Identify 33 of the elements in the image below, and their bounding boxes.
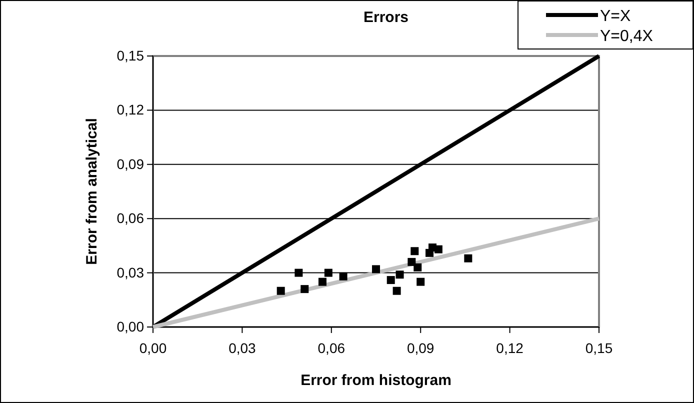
point: [276, 286, 285, 295]
point: [392, 286, 401, 295]
point: [408, 258, 416, 266]
point: [339, 272, 348, 280]
point: [324, 268, 332, 277]
point: [434, 245, 442, 254]
y-tick-label: 0,00: [116, 318, 144, 334]
y-tick-label: 0,12: [116, 102, 144, 118]
point: [396, 270, 404, 279]
y-tick-label: 0,06: [116, 210, 144, 226]
x-tick-label: 0,09: [406, 340, 434, 356]
x-tick-label: 0,00: [139, 340, 167, 356]
y-tick-label: 0,15: [116, 47, 144, 64]
point: [416, 278, 425, 286]
x-tick-label: 0,06: [318, 340, 346, 356]
point: [386, 276, 395, 284]
y-axis-title: Error from analytical: [83, 118, 100, 265]
point: [318, 278, 326, 286]
x-tick-label: 0,12: [496, 340, 524, 356]
legend-label: Y=X: [600, 8, 632, 25]
y-tick-label: 0,03: [116, 264, 144, 280]
point: [464, 254, 472, 262]
y-tick-label: 0,09: [116, 156, 144, 172]
point: [414, 263, 422, 272]
legend-label: Y=0,4X: [600, 28, 654, 45]
point: [300, 285, 309, 294]
x-tick-label: 0,15: [585, 340, 613, 356]
point: [294, 268, 303, 277]
point: [410, 247, 419, 256]
x-tick-label: 0,03: [228, 340, 256, 356]
x-axis-title: Error from histogram: [300, 372, 452, 389]
point: [372, 265, 380, 274]
chart-title: Errors: [363, 9, 409, 26]
